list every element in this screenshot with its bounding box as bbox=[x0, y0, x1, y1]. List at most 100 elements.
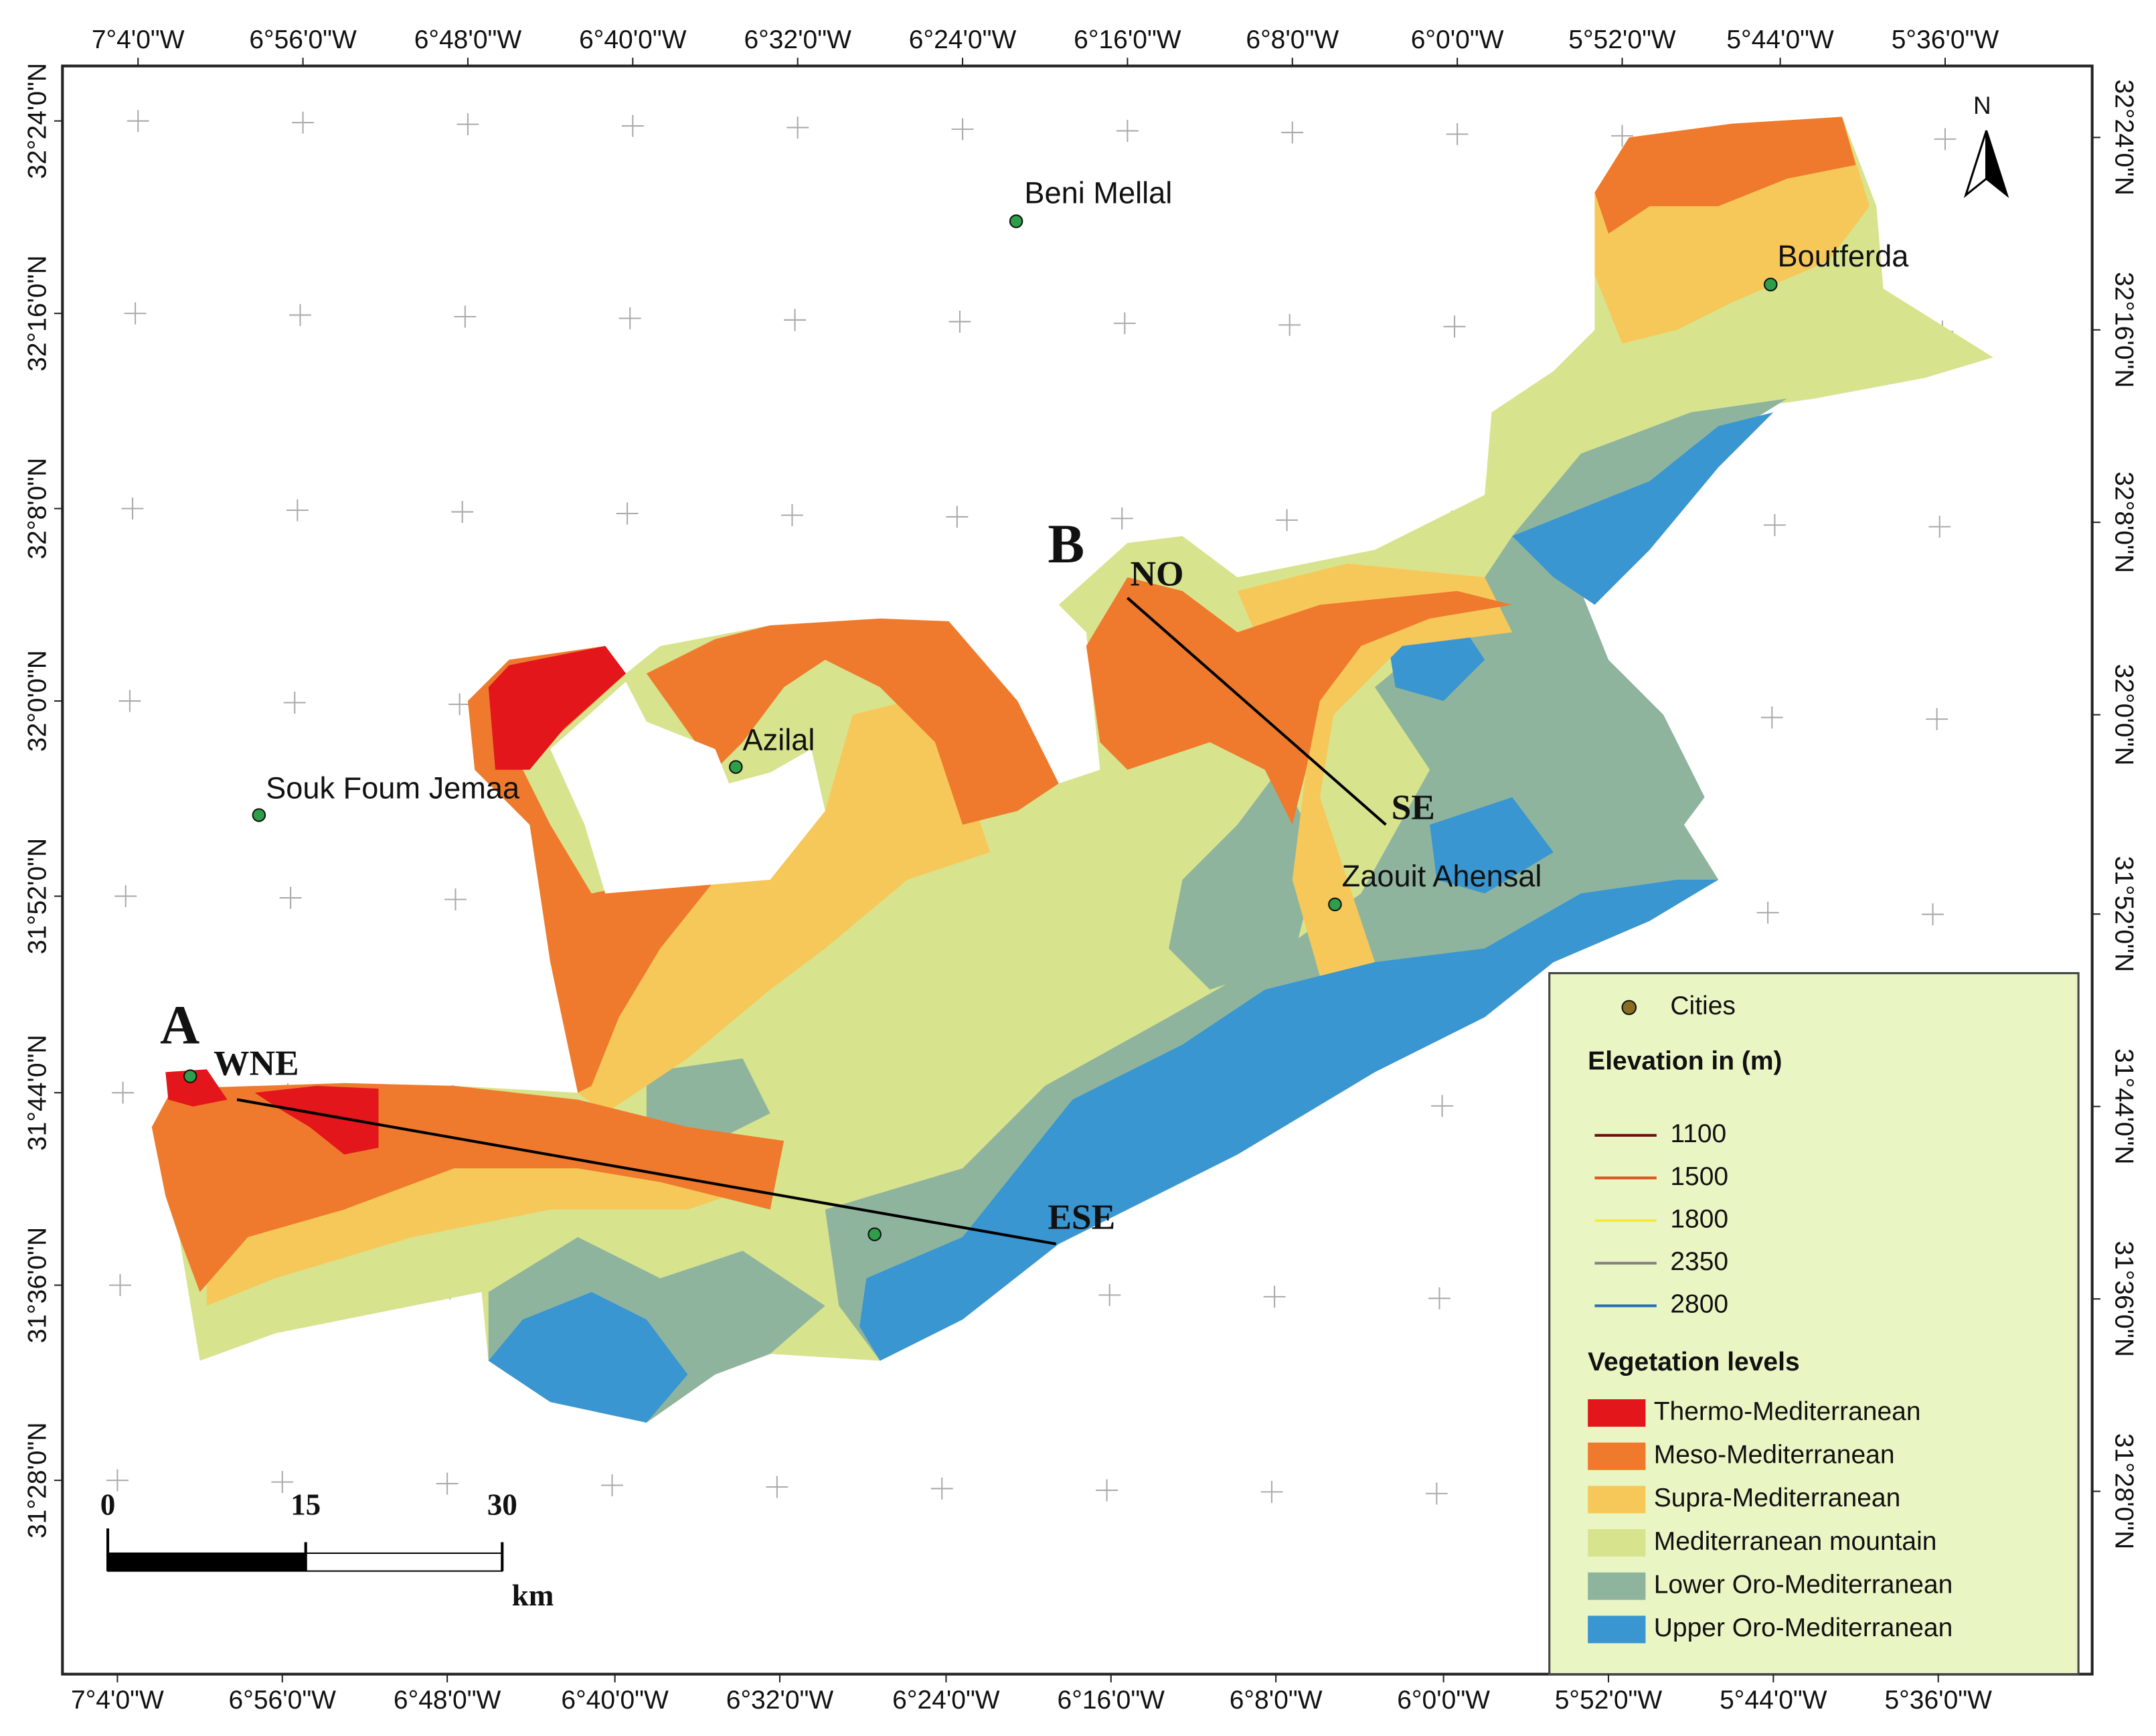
legend-swatch bbox=[1588, 1572, 1646, 1600]
longitude-label: 6°48'0"W bbox=[414, 25, 522, 54]
legend-label: Supra-Mediterranean bbox=[1654, 1484, 1901, 1512]
graticule-cross bbox=[1425, 1482, 1448, 1505]
graticule-cross bbox=[951, 118, 974, 141]
legend-label: 1100 bbox=[1670, 1119, 1726, 1148]
latitude-label: 32°8'0"N bbox=[2110, 471, 2139, 573]
region bbox=[646, 618, 1059, 825]
legend-city-dot bbox=[1621, 1000, 1637, 1016]
longitude-label: 7°4'0"W bbox=[92, 25, 185, 54]
graticule-cross bbox=[1922, 903, 1944, 926]
graticule-cross bbox=[1096, 1479, 1118, 1502]
region bbox=[488, 1291, 688, 1423]
graticule-cross bbox=[448, 693, 471, 716]
graticule-cross bbox=[601, 1474, 623, 1496]
longitude-label: 6°40'0"W bbox=[561, 1686, 669, 1715]
legend-swatch bbox=[1588, 1615, 1646, 1644]
graticule-cross bbox=[121, 497, 144, 520]
city-dot bbox=[183, 1069, 197, 1083]
graticule-cross bbox=[1278, 313, 1301, 336]
region bbox=[254, 1085, 379, 1155]
graticule-cross bbox=[1110, 507, 1133, 530]
profile-end: SE bbox=[1392, 787, 1435, 827]
region bbox=[1594, 116, 1856, 234]
legend-label: Mediterranean mountain bbox=[1654, 1527, 1937, 1556]
longitude-label: 6°24'0"W bbox=[909, 25, 1017, 54]
graticule-cross bbox=[271, 1471, 294, 1494]
graticule-cross bbox=[127, 110, 149, 133]
graticule-cross bbox=[283, 692, 306, 714]
scale-unit: km bbox=[512, 1579, 554, 1612]
region bbox=[859, 879, 1719, 1361]
city-label: Beni Mellal bbox=[1024, 175, 1172, 210]
graticule-cross bbox=[1756, 901, 1779, 924]
city-dot bbox=[867, 1227, 882, 1241]
graticule-cross bbox=[1926, 708, 1948, 730]
graticule-cross bbox=[114, 885, 137, 908]
graticule-cross bbox=[286, 499, 309, 522]
latitude-label: 31°28'0"N bbox=[23, 1422, 52, 1538]
city-label: Zaouit Ahensal bbox=[1342, 859, 1542, 893]
legend-box bbox=[1548, 972, 2080, 1676]
graticule-cross bbox=[444, 888, 467, 911]
graticule-cross bbox=[109, 1274, 131, 1297]
latitude-label: 31°28'0"N bbox=[2110, 1433, 2139, 1550]
longitude-label: 6°56'0"W bbox=[249, 25, 357, 54]
graticule-cross bbox=[946, 505, 969, 528]
city-dot bbox=[252, 808, 266, 822]
region bbox=[578, 701, 991, 1113]
graticule-cross bbox=[1611, 125, 1633, 147]
map-gap bbox=[550, 682, 825, 894]
longitude-label: 5°44'0"W bbox=[1720, 1686, 1827, 1715]
legend-label: Meso-Mediterranean bbox=[1654, 1441, 1895, 1470]
region bbox=[646, 1058, 770, 1141]
axis-labels: 7°4'0"W 7°4'0"W 6°56'0"W 6°56'0"W 6°48'0"W 6°… bbox=[23, 25, 2139, 1715]
region bbox=[1086, 577, 1513, 825]
legend-label: 1500 bbox=[1670, 1162, 1728, 1191]
latitude-label: 32°0'0"N bbox=[2110, 664, 2139, 766]
scale-segment bbox=[107, 1552, 307, 1572]
graticule-cross bbox=[930, 1478, 953, 1500]
region bbox=[165, 1069, 228, 1107]
legend-heading: Elevation in (m) bbox=[1588, 1046, 1782, 1075]
map-frame bbox=[61, 64, 2094, 1676]
graticule-cross bbox=[1428, 1287, 1450, 1310]
legend-label: 1800 bbox=[1670, 1204, 1728, 1233]
graticule-cross bbox=[781, 504, 803, 526]
latitude-label: 31°44'0"N bbox=[23, 1034, 52, 1151]
graticule-cross bbox=[1116, 120, 1139, 142]
graticule-cross bbox=[1760, 706, 1783, 729]
scale-segment bbox=[305, 1552, 503, 1572]
longitude-label: 6°56'0"W bbox=[229, 1686, 337, 1715]
graticule-cross bbox=[279, 886, 302, 909]
legend-swatch bbox=[1588, 1399, 1646, 1427]
graticule-cross bbox=[784, 309, 806, 331]
region bbox=[151, 1083, 784, 1292]
north-label: N bbox=[1973, 92, 1991, 119]
latitude-label: 32°24'0"N bbox=[2110, 80, 2139, 196]
profile-label: A bbox=[160, 995, 199, 1056]
city-label: Souk Foum Jemaa bbox=[266, 771, 520, 805]
longitude-label: 6°0'0"W bbox=[1411, 25, 1504, 54]
city-dot bbox=[1328, 897, 1342, 912]
arrow-half bbox=[1985, 130, 2009, 198]
longitude-label: 5°36'0"W bbox=[1892, 25, 1999, 54]
graticule-cross bbox=[1260, 1480, 1283, 1503]
graticule-cross bbox=[112, 1081, 135, 1104]
graticule-cross bbox=[1431, 1095, 1453, 1117]
graticule-cross bbox=[457, 113, 479, 136]
longitude-label: 6°0'0"W bbox=[1397, 1686, 1490, 1715]
legend-label: Lower Oro-Mediterranean bbox=[1654, 1571, 1953, 1599]
longitude-label: 7°4'0"W bbox=[71, 1686, 164, 1715]
scale-label: 30 bbox=[487, 1488, 517, 1522]
profile-start: NO bbox=[1131, 554, 1184, 594]
city-label: Boutferda bbox=[1778, 239, 1910, 273]
graticule-cross bbox=[1934, 128, 1957, 151]
latitude-label: 31°44'0"N bbox=[2110, 1048, 2139, 1165]
profile-label: B bbox=[1048, 514, 1084, 574]
graticule-cross bbox=[786, 116, 809, 139]
longitude-label: 6°16'0"W bbox=[1074, 25, 1181, 54]
latitude-label: 32°24'0"N bbox=[23, 63, 52, 179]
graticule-cross bbox=[1446, 123, 1469, 145]
